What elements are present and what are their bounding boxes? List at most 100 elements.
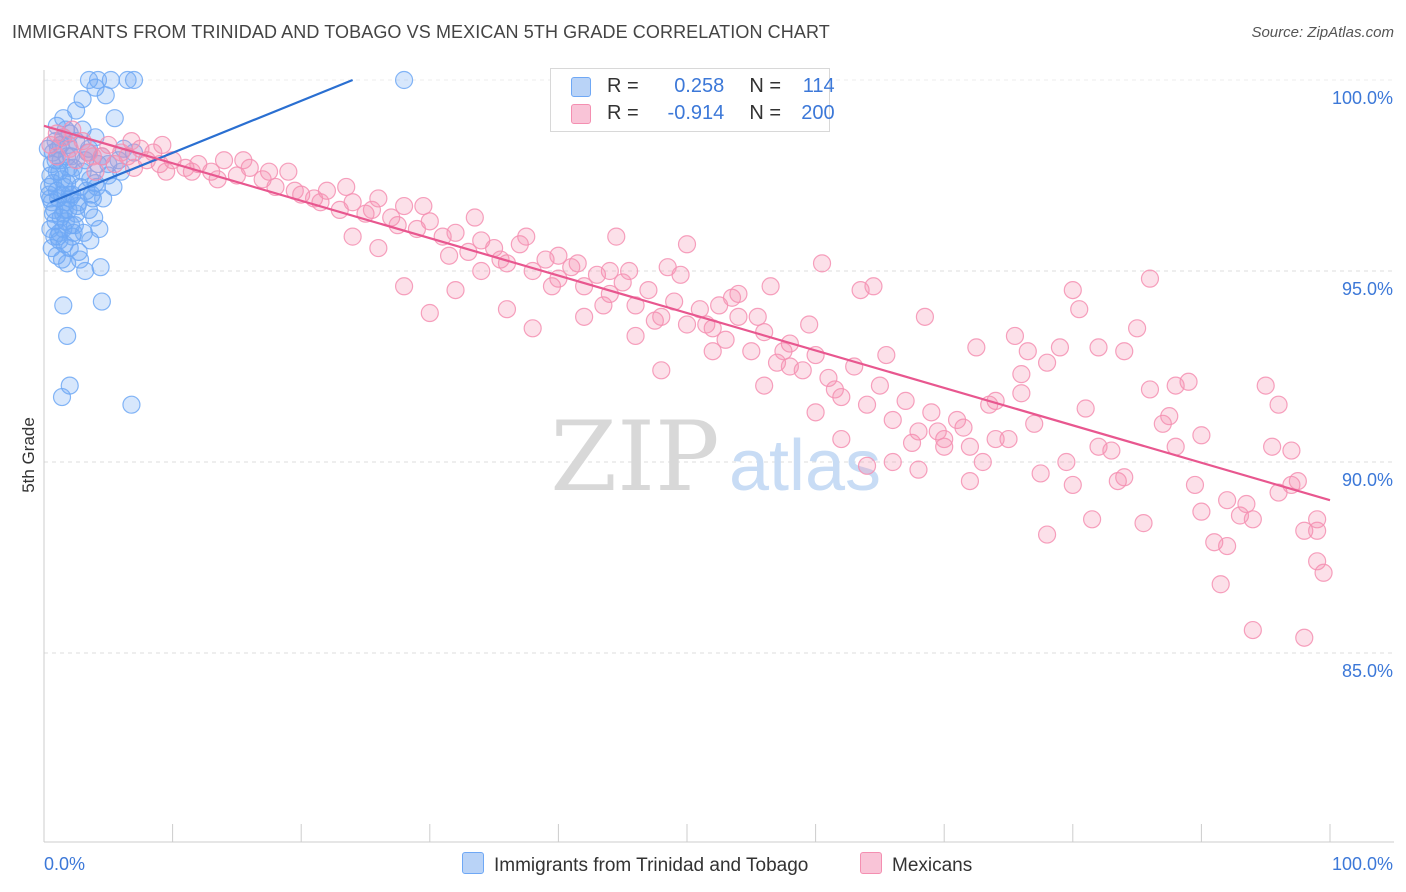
mexican-point bbox=[902, 433, 922, 452]
mexican-point bbox=[439, 246, 459, 265]
series-legend-mexicans: Mexicans bbox=[860, 852, 972, 877]
mexican-point bbox=[1140, 269, 1160, 288]
legend-swatch-trinidad bbox=[571, 77, 591, 97]
mexican-point bbox=[620, 261, 639, 281]
series-label-trinidad: Immigrants from Trinidad and Tobago bbox=[494, 855, 809, 876]
mexican-point bbox=[1012, 365, 1031, 384]
mexican-point bbox=[626, 326, 645, 346]
mexican-point bbox=[523, 319, 542, 338]
mexican-point bbox=[1314, 563, 1333, 582]
legend-swatch-mexicans bbox=[571, 104, 591, 124]
mexican-point bbox=[600, 261, 619, 281]
mexican-point bbox=[883, 410, 902, 430]
mexican-point bbox=[1243, 620, 1262, 640]
mexican-point bbox=[420, 303, 439, 323]
mexican-point bbox=[542, 277, 562, 296]
mexican-point bbox=[909, 422, 928, 441]
mexican-point bbox=[394, 277, 414, 296]
mexican-point bbox=[800, 315, 819, 334]
mexican-point bbox=[1218, 536, 1237, 556]
mexican-point bbox=[510, 235, 529, 254]
y-tick-label: 100.0% bbox=[1332, 88, 1393, 108]
mexican-point bbox=[517, 227, 536, 246]
mexican-point bbox=[122, 132, 141, 151]
mexican-point bbox=[279, 162, 298, 181]
legend-stats-trinidad: R = 0.258 N = 114 bbox=[607, 75, 835, 98]
trinidad-point bbox=[43, 204, 63, 223]
x-tick-label-max: 100.0% bbox=[1332, 854, 1393, 874]
mexican-point bbox=[1237, 494, 1256, 514]
mexican-point bbox=[677, 315, 697, 334]
mexican-point bbox=[1308, 521, 1327, 540]
trinidad-point bbox=[91, 258, 110, 277]
mexican-point bbox=[896, 391, 915, 410]
mexican-point bbox=[832, 429, 851, 449]
mexican-point bbox=[639, 281, 658, 300]
mexican-point bbox=[755, 376, 774, 395]
watermark-zip: ZIP bbox=[550, 401, 719, 513]
mexican-point bbox=[1166, 376, 1185, 395]
mexican-point bbox=[742, 342, 761, 361]
series-swatch-mexicans bbox=[860, 852, 882, 874]
n-label: N = bbox=[749, 75, 782, 97]
mexican-point bbox=[1063, 475, 1082, 495]
mexican-point bbox=[915, 307, 935, 326]
mexican-point bbox=[1243, 510, 1262, 529]
mexican-point bbox=[761, 277, 780, 296]
mexican-point bbox=[337, 177, 356, 197]
mexican-point bbox=[729, 284, 748, 304]
mexican-point bbox=[157, 162, 176, 181]
series-legend-trinidad: Immigrants from Trinidad and Tobago bbox=[462, 852, 808, 877]
trinidad-point bbox=[118, 70, 137, 90]
mexican-point bbox=[1070, 300, 1089, 319]
trinidad-point bbox=[47, 162, 66, 181]
mexican-point bbox=[1089, 437, 1108, 456]
y-tick-label: 95.0% bbox=[1342, 279, 1393, 299]
mexican-point bbox=[1160, 407, 1179, 426]
trinidad-point bbox=[58, 174, 77, 193]
mexican-point bbox=[877, 345, 896, 365]
mexican-point bbox=[497, 300, 517, 319]
trinidad-trendline bbox=[50, 78, 354, 204]
trendlines bbox=[43, 78, 1331, 502]
mexican-trendline bbox=[43, 124, 1331, 502]
mexican-point bbox=[774, 342, 793, 361]
mexican-point bbox=[954, 418, 973, 437]
mexican-point bbox=[1089, 338, 1108, 357]
mexican-point bbox=[857, 395, 877, 414]
trinidad-point bbox=[69, 242, 88, 261]
mexican-point bbox=[420, 212, 439, 231]
trinidad-point bbox=[101, 70, 120, 90]
trinidad-point bbox=[64, 223, 83, 242]
mexican-point bbox=[343, 227, 362, 246]
mexican-point bbox=[857, 456, 877, 475]
mexican-point bbox=[613, 273, 632, 292]
mexican-point bbox=[658, 258, 677, 277]
mexican-point bbox=[1192, 426, 1211, 445]
mexican-point bbox=[369, 189, 388, 208]
mexican-point bbox=[1192, 502, 1211, 521]
mexican-point bbox=[883, 452, 902, 472]
mexican-point bbox=[1082, 510, 1102, 529]
mexican-point bbox=[928, 422, 947, 441]
trinidad-point bbox=[94, 189, 113, 208]
mexican-point bbox=[214, 151, 234, 170]
mexican-point bbox=[780, 357, 799, 376]
data-points bbox=[38, 70, 1333, 647]
r-label: R = bbox=[607, 75, 639, 97]
r-value-mexicans: -0.914 bbox=[667, 102, 725, 124]
trinidad-point bbox=[96, 86, 115, 105]
mexican-point bbox=[1127, 319, 1147, 338]
mexican-point bbox=[909, 460, 928, 479]
mexican-point bbox=[999, 429, 1018, 449]
r-value-trinidad: 0.258 bbox=[674, 75, 725, 97]
mexican-point bbox=[259, 162, 279, 181]
trinidad-point bbox=[85, 208, 104, 227]
mexican-point bbox=[1115, 468, 1134, 487]
trinidad-point bbox=[74, 223, 93, 242]
mexican-point bbox=[1185, 475, 1205, 495]
trinidad-point bbox=[88, 70, 108, 90]
mexican-point bbox=[645, 311, 664, 330]
n-value-trinidad: 114 bbox=[802, 75, 835, 97]
